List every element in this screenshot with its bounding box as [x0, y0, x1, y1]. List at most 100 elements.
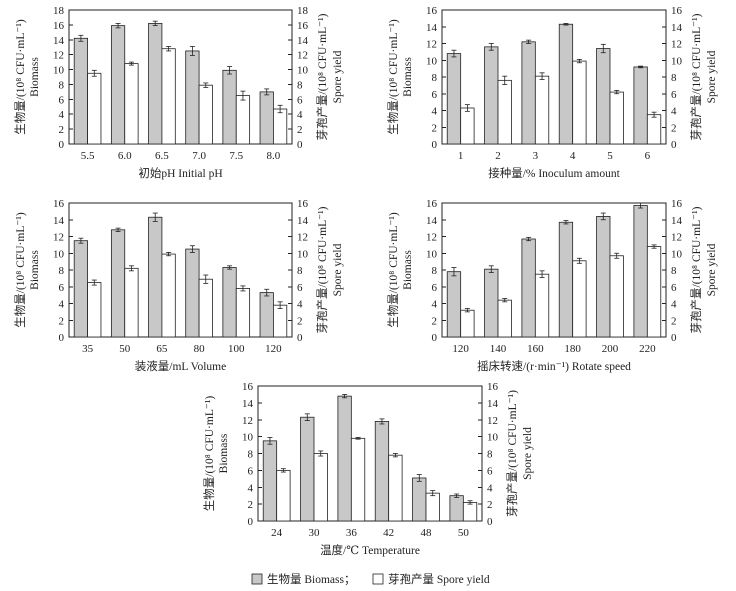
y2-axis-label-en: Spore yield	[332, 243, 344, 296]
y2-tick-label: 14	[671, 22, 683, 34]
x-tick-label: 7.5	[229, 150, 243, 162]
x-tick-label: 220	[639, 343, 656, 355]
spore-yield-bar	[572, 260, 587, 338]
y-tick-label: 14	[53, 215, 65, 227]
y-tick-label: 18	[53, 5, 65, 17]
biomass-bar	[412, 477, 427, 522]
y-tick-label: 4	[59, 109, 65, 121]
y2-tick-label: 8	[297, 79, 303, 91]
y-tick-label: 6	[59, 282, 65, 294]
y-tick-label: 8	[248, 449, 254, 461]
spore-yield-bar	[497, 299, 512, 338]
y2-tick-label: 8	[671, 265, 677, 277]
biomass-bar	[148, 22, 163, 145]
biomass-bar	[558, 23, 574, 145]
y-tick-label: 12	[53, 232, 64, 244]
x-axis-label: 温度/℃ Temperature	[320, 543, 420, 557]
spore-yield-bar	[425, 492, 440, 522]
y2-tick-label: 0	[297, 139, 303, 151]
spore-yield-bar	[235, 95, 251, 145]
y-tick-label: 2	[248, 499, 254, 511]
y2-tick-label: 0	[487, 516, 493, 528]
y-tick-label: 6	[59, 94, 65, 106]
y-tick-label: 10	[242, 432, 254, 444]
biomass-bar	[185, 50, 200, 145]
biomass-bar	[259, 292, 274, 338]
plot-frame	[257, 385, 483, 522]
y2-axis-label-cn: 芽孢产量/(10⁸ CFU·mL⁻¹)	[505, 390, 519, 517]
y-axis-label-en: Biomass	[402, 57, 414, 97]
y2-tick-label: 6	[671, 89, 677, 101]
y2-tick-label: 12	[487, 415, 498, 427]
y2-tick-label: 18	[297, 5, 309, 17]
y2-tick-label: 8	[297, 265, 303, 277]
y-tick-label: 10	[53, 248, 65, 260]
y-tick-label: 10	[426, 55, 438, 67]
y-tick-label: 12	[53, 50, 64, 62]
biomass-bar	[259, 91, 274, 145]
y-tick-label: 12	[426, 232, 437, 244]
y-tick-label: 4	[432, 106, 438, 118]
x-tick-label: 1	[458, 150, 464, 162]
y-tick-label: 8	[59, 265, 65, 277]
y2-tick-label: 14	[487, 398, 499, 410]
legend: 生物量 Biomass； 芽孢产量 Spore yield	[251, 572, 490, 586]
y2-axis-label-en: Spore yield	[706, 243, 718, 296]
x-tick-label: 2	[495, 150, 501, 162]
biomass-bar	[633, 66, 648, 145]
chart-panel: 0 2 4 6 8 10 12 14 16 18 0 2 4 6 8 10 12 14 16 18 5.5 6.0 6.5 7…	[13, 5, 344, 180]
y2-tick-label: 10	[297, 65, 309, 77]
y2-tick-label: 14	[297, 35, 309, 47]
biomass-bar	[446, 271, 462, 338]
y-tick-label: 8	[432, 265, 438, 277]
y2-tick-label: 12	[297, 50, 308, 62]
x-tick-label: 8.0	[267, 150, 281, 162]
y-tick-label: 4	[432, 299, 438, 311]
y-tick-label: 12	[426, 39, 437, 51]
y-axis-label-cn: 生物量/(10⁸ CFU·mL⁻¹)	[386, 19, 400, 135]
y2-tick-label: 2	[487, 499, 493, 511]
chart-panel: 0 2 4 6 8 10 12 14 16 0 2 4 6 8 10 12 14 16 35 50 65 80 100 120…	[13, 198, 344, 373]
y2-tick-label: 16	[297, 20, 309, 32]
biomass-bar	[185, 248, 200, 338]
x-axis-label: 摇床转速/(r·min⁻¹) Rotate speed	[477, 359, 631, 373]
biomass-bar	[73, 37, 88, 145]
y2-tick-label: 2	[297, 124, 303, 136]
y2-tick-label: 12	[671, 232, 682, 244]
spore-yield-bar	[273, 304, 288, 338]
x-tick-label: 36	[346, 527, 358, 539]
y2-tick-label: 10	[297, 248, 309, 260]
x-tick-label: 50	[458, 527, 470, 539]
y2-tick-label: 4	[297, 109, 303, 121]
x-tick-label: 48	[421, 527, 433, 539]
x-tick-label: 80	[194, 343, 206, 355]
spore-yield-bar	[273, 108, 288, 145]
spore-yield-bar	[460, 107, 475, 145]
x-tick-label: 160	[527, 343, 544, 355]
spore-yield-bar	[87, 282, 102, 338]
biomass-bar	[521, 238, 536, 338]
y2-tick-label: 2	[671, 315, 677, 327]
y-tick-label: 10	[53, 65, 65, 77]
y2-tick-label: 16	[671, 198, 683, 210]
y-tick-label: 16	[242, 381, 254, 393]
spore-yield-bar	[198, 278, 213, 338]
biomass-bar	[633, 205, 648, 338]
spore-yield-bar	[646, 114, 662, 145]
x-tick-label: 6.5	[155, 150, 169, 162]
y2-tick-label: 16	[487, 381, 499, 393]
y-tick-label: 8	[432, 72, 438, 84]
spore-yield-bar	[388, 454, 403, 522]
y-tick-label: 2	[59, 315, 65, 327]
y-tick-label: 12	[242, 415, 253, 427]
y2-axis-label-cn: 芽孢产量/(10⁸ CFU·mL⁻¹)	[689, 13, 703, 140]
y2-tick-label: 14	[297, 215, 309, 227]
spore-yield-bar	[235, 288, 251, 338]
y-tick-label: 16	[53, 20, 65, 32]
plot-frame	[68, 202, 293, 338]
spore-yield-bar	[534, 273, 550, 338]
spore-yield-bar	[460, 309, 475, 338]
y2-tick-label: 0	[671, 139, 677, 151]
